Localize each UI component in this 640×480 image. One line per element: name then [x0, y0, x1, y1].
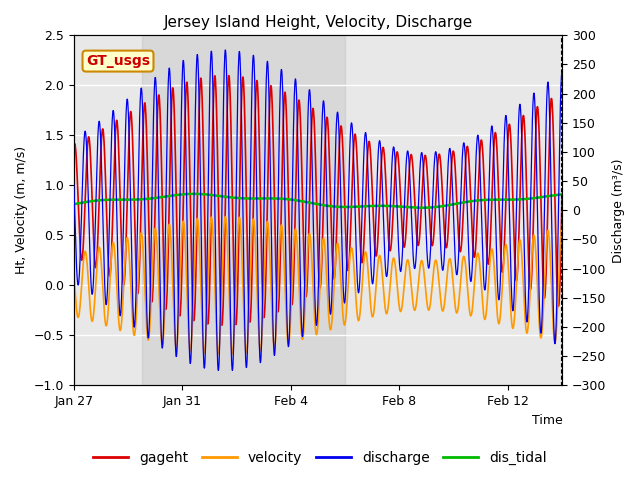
- dis_tidal: [330, 204, 338, 209]
- Y-axis label: Discharge (m³/s): Discharge (m³/s): [612, 158, 625, 263]
- velocity: [221, 214, 229, 219]
- velocity: [330, 280, 338, 286]
- discharge: [330, 202, 338, 207]
- Legend: gageht, velocity, discharge, dis_tidal: gageht, velocity, discharge, dis_tidal: [88, 445, 552, 471]
- Title: Jersey Island Height, Velocity, Discharge: Jersey Island Height, Velocity, Discharg…: [163, 15, 473, 30]
- velocity: [385, 304, 392, 310]
- dis_tidal: [558, 192, 566, 197]
- dis_tidal: [99, 197, 106, 203]
- Line: discharge: discharge: [74, 50, 562, 371]
- discharge: [99, 206, 106, 212]
- dis_tidal: [492, 197, 499, 203]
- velocity: [99, 282, 106, 288]
- velocity: [70, 271, 77, 277]
- discharge: [70, 181, 77, 187]
- dis_tidal: [384, 203, 392, 209]
- Y-axis label: Ht, Velocity (m, m/s): Ht, Velocity (m, m/s): [15, 146, 28, 275]
- Line: velocity: velocity: [74, 216, 562, 354]
- gageht: [99, 126, 106, 132]
- discharge: [558, 70, 566, 75]
- dis_tidal: [280, 196, 287, 202]
- dis_tidal: [190, 191, 198, 197]
- discharge: [221, 47, 229, 53]
- velocity: [558, 223, 566, 229]
- Bar: [141, 36, 345, 385]
- dis_tidal: [418, 205, 426, 211]
- gageht: [558, 191, 566, 197]
- gageht: [288, 301, 296, 307]
- velocity: [214, 351, 222, 357]
- Line: gageht: gageht: [74, 76, 562, 325]
- discharge: [214, 368, 222, 373]
- gageht: [385, 230, 392, 236]
- gageht: [330, 276, 338, 282]
- gageht: [492, 130, 499, 135]
- gageht: [70, 145, 77, 151]
- dis_tidal: [70, 201, 77, 207]
- discharge: [288, 220, 296, 226]
- gageht: [218, 323, 226, 328]
- velocity: [492, 283, 499, 288]
- discharge: [492, 208, 499, 214]
- discharge: [385, 258, 392, 264]
- dis_tidal: [287, 197, 295, 203]
- gageht: [225, 73, 233, 79]
- Text: GT_usgs: GT_usgs: [86, 54, 150, 68]
- X-axis label: Time: Time: [532, 414, 563, 427]
- velocity: [288, 288, 296, 293]
- velocity: [280, 254, 288, 260]
- Line: dis_tidal: dis_tidal: [74, 194, 562, 208]
- gageht: [280, 102, 288, 108]
- discharge: [280, 141, 288, 147]
